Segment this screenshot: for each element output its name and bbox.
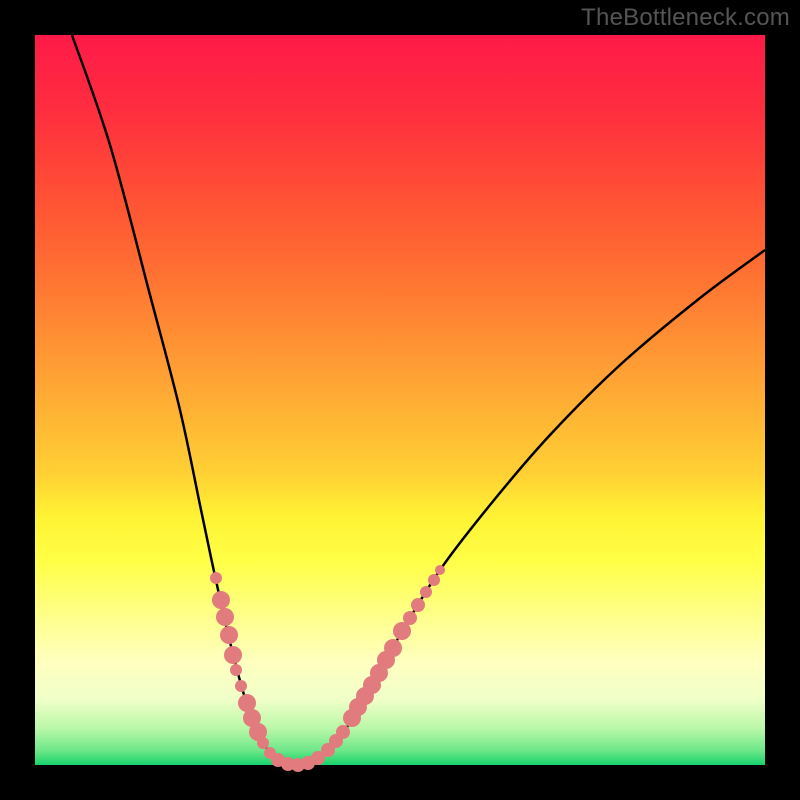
marker-dot [435,565,445,575]
marker-dot [210,572,222,584]
marker-dot [420,586,432,598]
marker-dot [336,725,350,739]
marker-dot [384,639,402,657]
marker-dot [257,737,269,749]
marker-dot [428,574,440,586]
marker-dot [216,608,234,626]
chart-svg [0,0,800,800]
marker-dot [235,680,247,692]
marker-dot [212,591,230,609]
marker-dot [411,598,425,612]
marker-dot [220,626,238,644]
plot-background [35,35,765,765]
marker-dot [403,611,417,625]
chart-stage: TheBottleneck.com [0,0,800,800]
marker-dot [230,664,242,676]
marker-dot [224,646,242,664]
